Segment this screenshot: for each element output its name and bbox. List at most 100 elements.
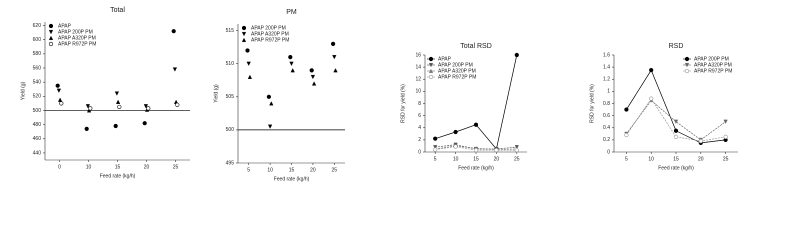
marker xyxy=(48,23,54,29)
marker xyxy=(433,147,438,152)
marker xyxy=(673,128,679,133)
marker xyxy=(649,68,654,73)
marker xyxy=(146,106,151,111)
marker xyxy=(48,41,54,47)
x-axis-label: Feed rate (kg/h) xyxy=(100,173,136,179)
x-tick-label: 25 xyxy=(723,156,729,162)
y-axis-label: RSD for yield (%) xyxy=(589,84,595,123)
y-tick-label: 505 xyxy=(226,94,235,100)
series-line xyxy=(626,99,726,141)
marker xyxy=(241,25,247,31)
x-tick-label: 5 xyxy=(247,167,250,173)
marker xyxy=(48,30,54,35)
marker xyxy=(143,104,149,109)
y-tick-label: 440 xyxy=(33,150,42,156)
marker xyxy=(88,106,93,111)
marker xyxy=(453,144,458,149)
y-tick-label: 500 xyxy=(226,127,235,133)
marker xyxy=(117,104,122,110)
marker xyxy=(514,52,519,58)
legend-label: APAP R972P PM xyxy=(694,68,732,74)
legend-label: APAP 200P PM xyxy=(251,25,286,31)
marker xyxy=(473,148,479,153)
marker xyxy=(114,91,120,96)
legend-label: APAP R972P PM xyxy=(58,41,96,47)
marker xyxy=(310,74,316,80)
y-tick-label: 1.4 xyxy=(603,64,610,70)
y-tick-label: 620 xyxy=(33,23,42,29)
y-tick-label: 600 xyxy=(33,37,42,43)
x-tick-label: 0 xyxy=(58,164,61,170)
y-tick-label: 515 xyxy=(226,28,235,34)
marker xyxy=(171,29,176,34)
marker xyxy=(311,81,317,86)
marker xyxy=(684,56,690,62)
marker xyxy=(267,124,273,129)
marker xyxy=(175,102,180,107)
y-tick-label: 0.8 xyxy=(603,101,610,107)
marker xyxy=(142,121,147,126)
y-axis-label: RSD for yield (%) xyxy=(400,84,406,123)
y-tick-label: 10 xyxy=(415,89,421,95)
x-tick-label: 20 xyxy=(698,156,704,162)
series-line xyxy=(435,146,517,151)
marker xyxy=(332,55,337,60)
marker xyxy=(246,61,251,66)
marker xyxy=(59,101,64,106)
y-tick-label: 460 xyxy=(33,136,42,142)
chart-panel: Total RSD 0 2 4 6 8 10 12 14 16 5 10 15 20 25 Feed rate… xyxy=(400,43,527,171)
x-tick-label: 10 xyxy=(453,156,459,162)
marker xyxy=(428,68,434,73)
series-line xyxy=(626,98,726,142)
chart-title: RSD xyxy=(669,43,684,50)
y-tick-label: 540 xyxy=(33,79,42,85)
x-tick-label: 5 xyxy=(434,156,437,162)
legend-label: APAP xyxy=(58,23,72,29)
marker xyxy=(514,148,519,153)
x-tick-label: 5 xyxy=(625,156,628,162)
x-axis-label: Feed rate (kg/h) xyxy=(658,165,694,171)
y-tick-label: 2 xyxy=(418,137,421,143)
legend-label: APAP 200P PM xyxy=(438,62,473,68)
legend-label: APAP A320P PM xyxy=(438,68,476,74)
y-tick-label: 0.2 xyxy=(603,137,610,143)
legend-label: APAP A320P PM xyxy=(58,35,96,41)
marker xyxy=(269,101,274,106)
y-tick-label: 8 xyxy=(418,101,421,107)
y-tick-label: 580 xyxy=(33,51,42,57)
marker xyxy=(473,122,479,127)
x-tick-label: 20 xyxy=(494,156,500,162)
marker xyxy=(115,99,121,104)
marker xyxy=(241,32,247,37)
marker xyxy=(684,68,690,74)
marker xyxy=(113,123,118,129)
marker xyxy=(245,48,250,53)
legend-label: APAP A320P PM xyxy=(694,62,732,68)
y-tick-label: 480 xyxy=(33,122,42,128)
y-tick-label: 0.4 xyxy=(603,125,610,131)
marker xyxy=(433,136,438,141)
legend-label: APAP A320P PM xyxy=(251,31,289,37)
series-line xyxy=(435,145,517,150)
marker xyxy=(247,74,253,79)
marker xyxy=(331,41,336,46)
y-tick-label: 495 xyxy=(226,160,235,166)
marker xyxy=(290,68,295,73)
legend-label: APAP xyxy=(438,56,452,62)
y-tick-label: 16 xyxy=(415,52,421,58)
marker xyxy=(649,96,654,101)
x-tick-label: 10 xyxy=(86,164,92,170)
marker xyxy=(698,138,703,144)
marker xyxy=(288,54,293,60)
y-axis-label: Yield (g) xyxy=(213,84,219,103)
legend-label: APAP R972P PM xyxy=(438,74,476,80)
y-tick-label: 0.6 xyxy=(603,113,610,119)
y-tick-label: 1.6 xyxy=(603,52,610,58)
legend-label: APAP 200P PM xyxy=(58,29,93,35)
x-tick-label: 15 xyxy=(115,164,121,170)
chart-title: Total xyxy=(110,7,125,14)
y-tick-label: 0 xyxy=(607,149,610,155)
legend-label: APAP R972P PM xyxy=(251,37,289,43)
